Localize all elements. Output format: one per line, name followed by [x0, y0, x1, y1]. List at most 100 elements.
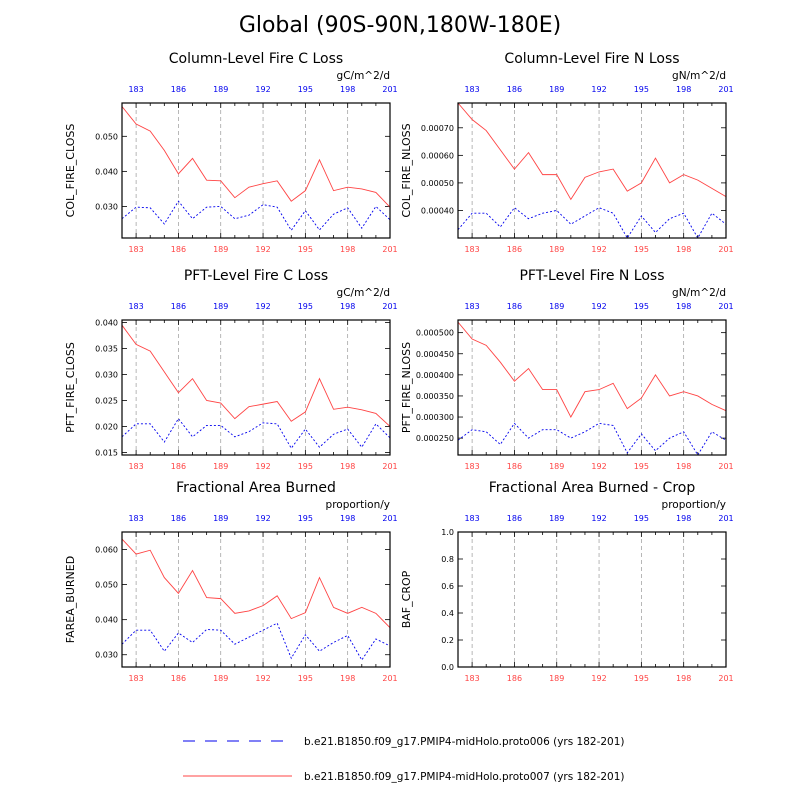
y-tick-label: 0.00060	[421, 151, 454, 160]
x-tick-label-top: 198	[676, 85, 691, 94]
x-tick-label-top: 195	[298, 514, 313, 523]
x-tick-label: 183	[128, 674, 143, 683]
plot-frame	[121, 319, 391, 456]
x-tick-label: 195	[298, 245, 313, 254]
series-line-proto007	[121, 538, 391, 629]
x-tick-label: 198	[340, 245, 355, 254]
y-tick-label: 0.000450	[416, 350, 454, 359]
x-tick-label-top: 195	[634, 514, 649, 523]
x-tick-label-top: 192	[591, 514, 606, 523]
y-tick-label: 0.025	[95, 396, 118, 405]
x-tick-label: 183	[464, 245, 479, 254]
panel-title: Column-Level Fire N Loss	[504, 51, 679, 67]
y-tick-label: 0.030	[95, 371, 118, 380]
y-axis-label: COL_FIRE_NLOSS	[400, 123, 413, 217]
figure-title: Global (90S-90N,180W-180E)	[239, 13, 561, 38]
y-tick-label: 0.040	[95, 167, 118, 176]
panel-title: Fractional Area Burned	[176, 480, 336, 496]
plot-frame	[457, 102, 727, 239]
x-tick-label-top: 198	[340, 85, 355, 94]
y-tick-label: 0.030	[95, 651, 118, 660]
y-tick-label: 0.2	[441, 636, 454, 645]
x-tick-label-top: 192	[255, 514, 270, 523]
y-tick-label: 0.6	[441, 582, 454, 591]
x-tick-label-top: 183	[128, 302, 143, 311]
plot-frame	[121, 531, 391, 668]
x-tick-label: 201	[718, 674, 733, 683]
x-tick-label-top: 201	[382, 85, 397, 94]
series-line-proto006	[457, 207, 727, 239]
x-tick-label-top: 189	[549, 514, 564, 523]
x-tick-label: 183	[464, 674, 479, 683]
units-label: gC/m^2/d	[337, 70, 390, 82]
y-tick-label: 0.00050	[421, 179, 454, 188]
series-line-proto007	[121, 106, 391, 208]
x-tick-label-top: 189	[213, 85, 228, 94]
x-tick-label-top: 186	[507, 85, 522, 94]
chart-panel-3: PFT-Level Fire C Loss gC/m^2/d PFT_FIRE_CL…	[64, 268, 398, 471]
x-tick-label-top: 183	[128, 514, 143, 523]
plot-frame	[457, 319, 727, 456]
x-tick-label-top: 183	[464, 514, 479, 523]
series-line-proto006	[121, 200, 391, 232]
y-tick-label: 0.040	[95, 319, 118, 328]
y-tick-label: 0.035	[95, 345, 118, 354]
x-tick-label-top: 189	[213, 302, 228, 311]
y-axis-label: PFT_FIRE_CLOSS	[64, 342, 77, 433]
x-tick-label-top: 198	[676, 514, 691, 523]
y-tick-label: 1.0	[441, 528, 454, 537]
x-tick-label-top: 186	[507, 514, 522, 523]
x-tick-label-top: 189	[549, 302, 564, 311]
y-tick-label: 0.000300	[416, 413, 454, 422]
x-tick-label: 186	[171, 245, 186, 254]
x-tick-label: 198	[676, 462, 691, 471]
chart-panel-1: Column-Level Fire C Loss gC/m^2/d COL_FIRE…	[64, 51, 398, 254]
x-tick-label: 192	[255, 462, 270, 471]
y-tick-label: 0.00070	[421, 124, 454, 133]
x-tick-label: 189	[549, 674, 564, 683]
y-axis-label: COL_FIRE_CLOSS	[64, 124, 77, 218]
series-line-proto007	[457, 102, 727, 201]
x-tick-label-top: 186	[507, 302, 522, 311]
x-tick-label-top: 198	[340, 514, 355, 523]
x-tick-label-top: 189	[213, 514, 228, 523]
y-axis-label: PFT_FIRE_NLOSS	[400, 342, 413, 433]
series-line-proto006	[457, 422, 727, 456]
y-tick-label: 0.000250	[416, 434, 454, 443]
x-tick-label-top: 186	[171, 85, 186, 94]
panels: Column-Level Fire C Loss gC/m^2/d COL_FIRE…	[64, 51, 734, 683]
chart-panel-5: Fractional Area Burned proportion/y FAREA_…	[64, 480, 398, 683]
x-tick-label-top: 192	[591, 302, 606, 311]
x-tick-label: 195	[298, 462, 313, 471]
units-label: gN/m^2/d	[672, 70, 726, 82]
y-tick-label: 0.020	[95, 422, 118, 431]
panel-title: Column-Level Fire C Loss	[169, 51, 343, 67]
x-tick-label: 186	[171, 462, 186, 471]
x-tick-label: 201	[382, 245, 397, 254]
legend: b.e21.B1850.f09_g17.PMIP4-midHolo.proto0…	[183, 736, 625, 783]
y-tick-label: 0.8	[441, 555, 454, 564]
x-tick-label-top: 201	[382, 514, 397, 523]
x-tick-label: 189	[549, 462, 564, 471]
legend-label: b.e21.B1850.f09_g17.PMIP4-midHolo.proto0…	[304, 736, 625, 748]
x-tick-label: 192	[591, 245, 606, 254]
x-tick-label: 186	[507, 674, 522, 683]
y-tick-label: 0.000400	[416, 371, 454, 380]
y-tick-label: 0.00040	[421, 206, 454, 215]
x-tick-label-top: 186	[171, 302, 186, 311]
x-tick-label: 192	[255, 674, 270, 683]
x-tick-label-top: 195	[634, 85, 649, 94]
x-tick-label: 189	[213, 674, 228, 683]
units-label: gC/m^2/d	[337, 287, 390, 299]
x-tick-label: 183	[128, 245, 143, 254]
y-tick-label: 0.000350	[416, 392, 454, 401]
plot-frame	[457, 531, 727, 668]
x-tick-label: 192	[591, 462, 606, 471]
y-tick-label: 0.015	[95, 448, 118, 457]
x-tick-label-top: 192	[255, 85, 270, 94]
y-tick-label: 0.040	[95, 616, 118, 625]
x-tick-label: 186	[507, 245, 522, 254]
x-tick-label: 183	[128, 462, 143, 471]
units-label: proportion/y	[662, 499, 726, 511]
